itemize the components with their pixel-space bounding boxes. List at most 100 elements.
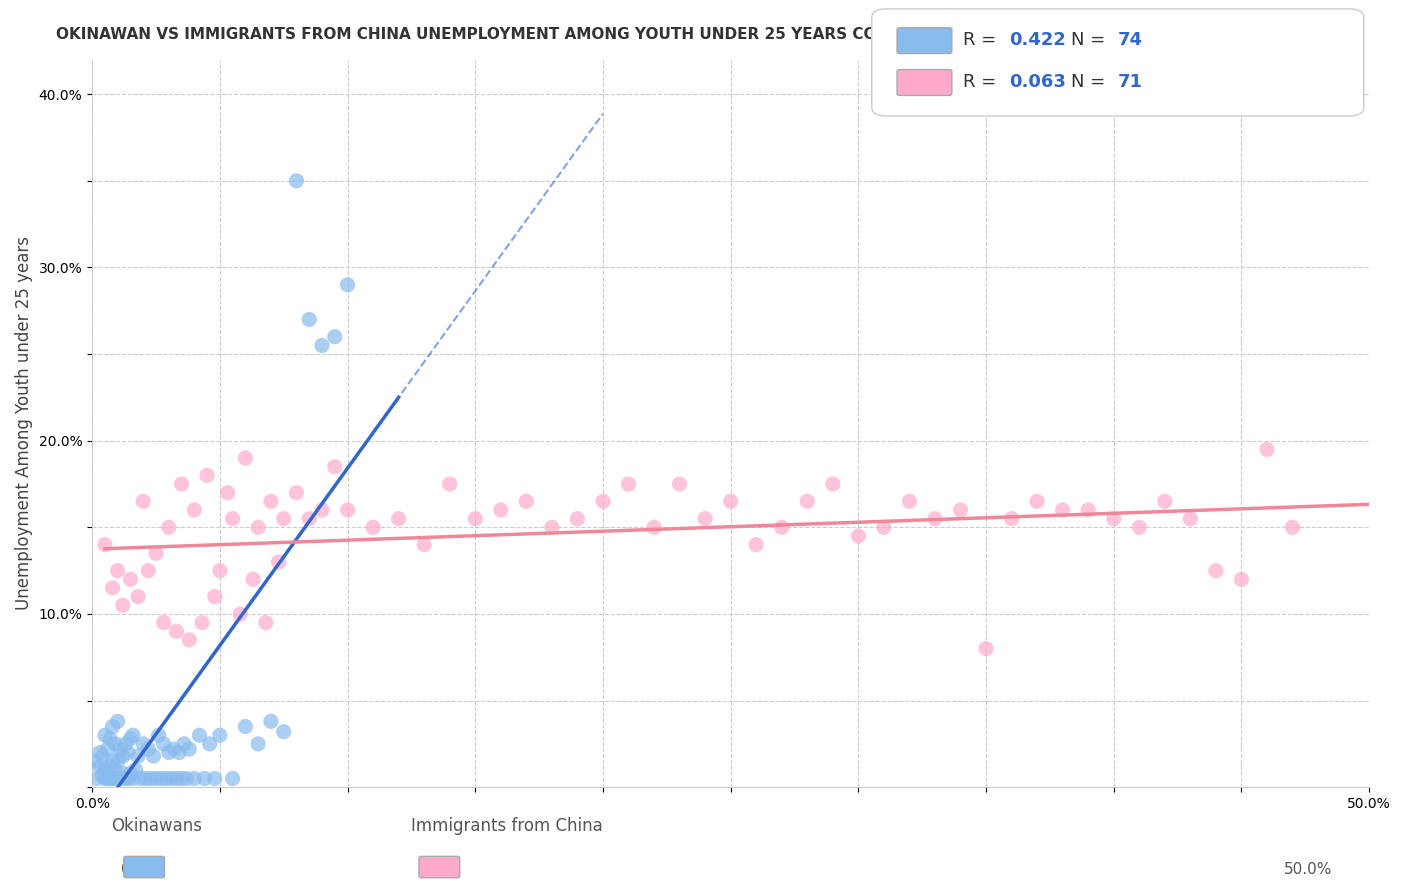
Text: Okinawans: Okinawans: [111, 817, 202, 835]
Point: [873, 520, 896, 534]
Point: [157, 746, 180, 760]
Point: [132, 737, 155, 751]
Point: [198, 737, 221, 751]
Point: [145, 546, 167, 560]
Point: [745, 538, 768, 552]
Point: [111, 766, 134, 780]
Point: [260, 714, 283, 729]
Point: [567, 511, 589, 525]
Point: [110, 772, 132, 786]
Point: [298, 511, 321, 525]
Point: [107, 772, 129, 786]
Point: [898, 494, 921, 508]
Point: [1153, 494, 1175, 508]
Point: [104, 737, 127, 751]
Point: [592, 494, 614, 508]
Point: [155, 772, 177, 786]
Text: R =: R =: [963, 31, 1002, 49]
Point: [821, 477, 844, 491]
Point: [1052, 503, 1074, 517]
Point: [165, 624, 187, 639]
Text: 71: 71: [1118, 73, 1143, 91]
Text: 0.422: 0.422: [1010, 31, 1066, 49]
Point: [98, 731, 121, 746]
Point: [138, 742, 160, 756]
Point: [204, 590, 226, 604]
Point: [439, 477, 461, 491]
Point: [285, 174, 308, 188]
Point: [96, 742, 118, 756]
Point: [114, 737, 136, 751]
Point: [1230, 572, 1253, 586]
Point: [101, 720, 124, 734]
Point: [129, 772, 152, 786]
Point: [336, 277, 359, 292]
Point: [101, 581, 124, 595]
Point: [221, 772, 243, 786]
Point: [1000, 511, 1022, 525]
Point: [183, 772, 205, 786]
Point: [91, 749, 114, 764]
Y-axis label: Unemployment Among Youth under 25 years: Unemployment Among Youth under 25 years: [15, 236, 32, 610]
Point: [132, 494, 155, 508]
Point: [101, 754, 124, 768]
Point: [107, 754, 129, 768]
Point: [235, 720, 257, 734]
Point: [96, 766, 118, 780]
Point: [298, 312, 321, 326]
Point: [98, 772, 121, 786]
Point: [157, 520, 180, 534]
Point: [142, 749, 165, 764]
Text: Source: ZipAtlas.com: Source: ZipAtlas.com: [1216, 27, 1350, 40]
Point: [311, 503, 333, 517]
Point: [94, 728, 117, 742]
Point: [111, 749, 134, 764]
Point: [104, 772, 127, 786]
Point: [94, 763, 117, 777]
Point: [101, 772, 124, 786]
Point: [254, 615, 277, 630]
Point: [217, 485, 239, 500]
Point: [148, 728, 170, 742]
Point: [114, 772, 136, 786]
Point: [176, 772, 198, 786]
Point: [273, 511, 295, 525]
Point: [120, 766, 142, 780]
Point: [122, 728, 145, 742]
Point: [260, 494, 283, 508]
Text: 0.0%: 0.0%: [121, 863, 160, 877]
Point: [96, 772, 118, 786]
Point: [1102, 511, 1125, 525]
Point: [208, 564, 231, 578]
Point: [107, 714, 129, 729]
Point: [165, 772, 187, 786]
Point: [974, 641, 997, 656]
Point: [191, 615, 214, 630]
Point: [267, 555, 290, 569]
Point: [273, 724, 295, 739]
Point: [86, 772, 108, 786]
Point: [107, 564, 129, 578]
Point: [152, 615, 174, 630]
Point: [1026, 494, 1049, 508]
Point: [83, 754, 105, 768]
Point: [139, 772, 162, 786]
Point: [117, 772, 139, 786]
Point: [1256, 442, 1278, 457]
Point: [94, 772, 117, 786]
Text: 0.063: 0.063: [1010, 73, 1066, 91]
Point: [693, 511, 716, 525]
Point: [104, 763, 127, 777]
Point: [846, 529, 869, 543]
Point: [643, 520, 665, 534]
Point: [668, 477, 690, 491]
Text: N =: N =: [1071, 73, 1111, 91]
Point: [323, 330, 346, 344]
Point: [247, 737, 270, 751]
Point: [617, 477, 640, 491]
Text: OKINAWAN VS IMMIGRANTS FROM CHINA UNEMPLOYMENT AMONG YOUTH UNDER 25 YEARS CORREL: OKINAWAN VS IMMIGRANTS FROM CHINA UNEMPL…: [56, 27, 1035, 42]
Point: [120, 731, 142, 746]
Point: [193, 772, 215, 786]
Point: [135, 772, 157, 786]
Point: [91, 768, 114, 782]
